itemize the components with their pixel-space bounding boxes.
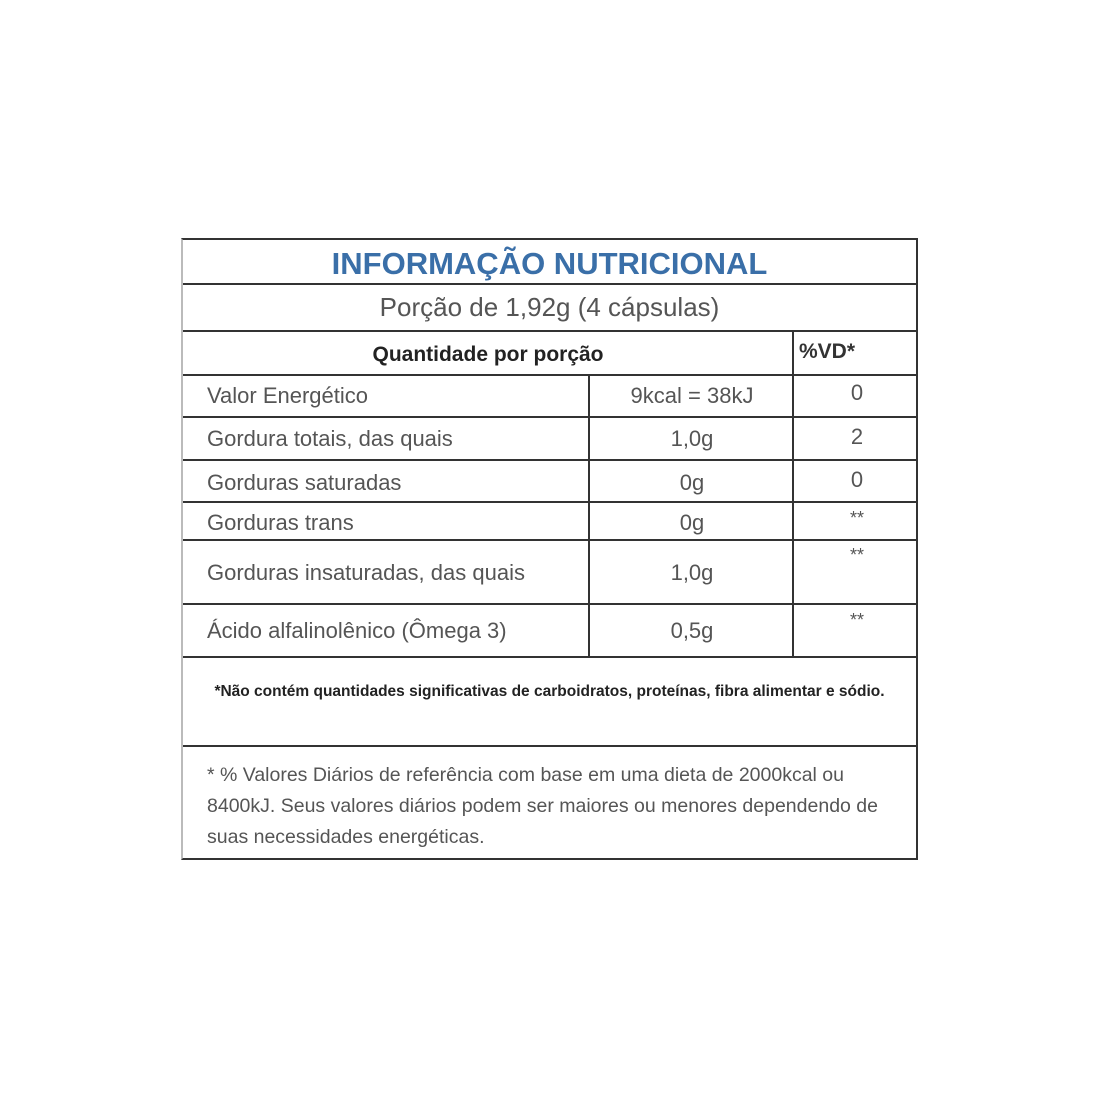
table-title: INFORMAÇÃO NUTRICIONAL: [331, 246, 768, 281]
column-divider: [588, 374, 590, 656]
row-label: Ácido alfalinolênico (Ômega 3): [207, 618, 507, 643]
divider: [183, 603, 916, 605]
divider: [183, 656, 916, 658]
divider: [183, 330, 916, 332]
row-label: Gordura totais, das quais: [207, 426, 453, 451]
row-label: Gorduras trans: [207, 510, 354, 535]
row-vd: **: [849, 545, 864, 565]
row-amount: 0,5g: [670, 618, 714, 643]
divider: [183, 501, 916, 503]
row-amount: 1,0g: [670, 426, 714, 451]
row-amount: 1,0g: [670, 560, 714, 585]
nutrient-note: *Não contém quantidades significativas d…: [214, 683, 885, 700]
divider: [183, 539, 916, 541]
row-vd: 0: [850, 467, 864, 492]
nutrition-table: INFORMAÇÃO NUTRICIONAL Porção de 1,92g (…: [181, 238, 918, 860]
daily-value-footnote: * % Valores Diários de referência com ba…: [207, 764, 878, 848]
quantity-header: Quantidade por porção: [372, 343, 604, 366]
divider: [183, 374, 916, 376]
row-amount: 0g: [679, 470, 705, 495]
portion-size: Porção de 1,92g (4 cápsulas): [379, 292, 720, 322]
row-vd: **: [849, 508, 864, 528]
divider: [183, 283, 916, 285]
divider: [183, 745, 916, 747]
divider: [183, 459, 916, 461]
row-vd: 0: [850, 380, 864, 405]
row-amount: 0g: [679, 510, 705, 535]
row-vd: **: [849, 610, 864, 630]
row-amount: 9kcal = 38kJ: [630, 383, 754, 408]
row-label: Gorduras saturadas: [207, 470, 402, 495]
row-label: Gorduras insaturadas, das quais: [207, 560, 525, 585]
divider: [183, 416, 916, 418]
column-divider: [792, 330, 794, 656]
vd-header: %VD*: [799, 340, 856, 363]
row-label: Valor Energético: [207, 383, 369, 408]
row-vd: 2: [850, 424, 864, 449]
